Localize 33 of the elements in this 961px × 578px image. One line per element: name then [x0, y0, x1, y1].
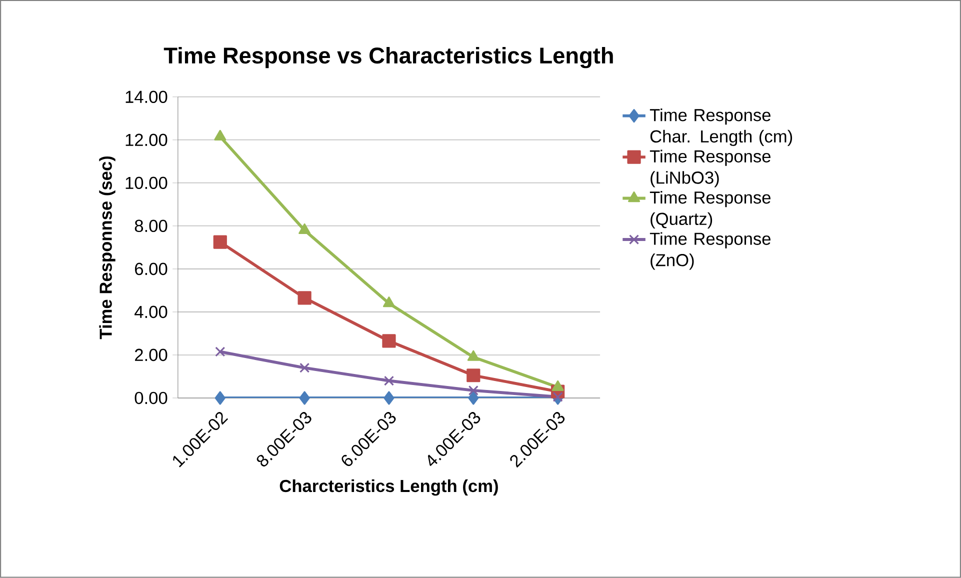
y-tick-label: 0.00	[134, 392, 168, 404]
point	[466, 368, 480, 382]
point	[384, 391, 394, 405]
point	[215, 346, 226, 357]
y-tick-label: 8.00	[134, 220, 168, 232]
point	[384, 376, 394, 386]
legend-label: Time Response (LiNbO3)	[650, 150, 770, 188]
point	[552, 380, 564, 392]
point	[468, 385, 478, 396]
point	[552, 392, 563, 402]
point	[213, 235, 227, 249]
point	[298, 223, 311, 234]
point	[214, 130, 226, 141]
y-tick-label: 2.00	[135, 348, 168, 362]
chart-title: Time Response vs Characteristics Length	[164, 47, 613, 68]
y-tick-label: 10.00	[126, 176, 168, 190]
legend-label: Time Response (ZnO)	[650, 232, 770, 270]
point	[299, 391, 310, 405]
point	[468, 391, 479, 405]
legend-label: Time Response (Quartz)	[650, 191, 770, 229]
point	[467, 350, 480, 361]
point	[214, 391, 226, 405]
y-tick-label: 12.00	[126, 134, 168, 146]
y-tick-label: 14.00	[126, 90, 168, 104]
y-tick-label: 4.00	[134, 306, 168, 318]
point	[382, 296, 395, 308]
point	[298, 291, 312, 305]
y-axis-title: Time Responnse (sec)	[99, 156, 116, 340]
legend-label: Time Response Char. Length (cm)	[650, 108, 792, 146]
point	[300, 362, 310, 373]
x-axis-title: Charcteristics Length (cm)	[280, 479, 498, 496]
y-tick-label: 6.00	[135, 262, 168, 276]
point	[382, 334, 396, 348]
